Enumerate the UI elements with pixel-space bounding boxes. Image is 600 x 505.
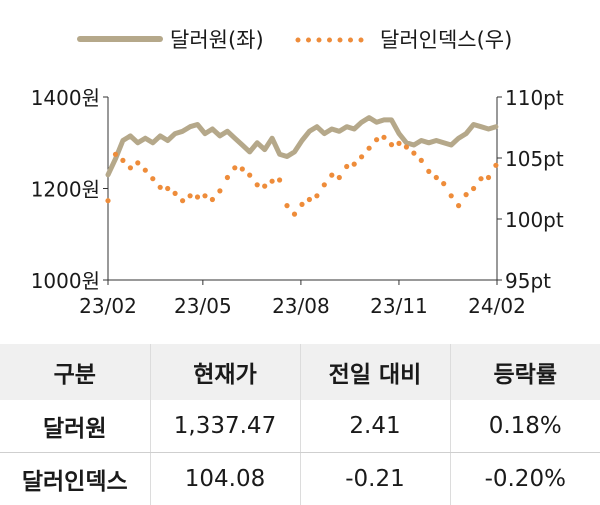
dxy-point [180,198,185,203]
dxy-point [247,173,252,178]
table-row: 달러인덱스 104.08 -0.21 -0.20% [0,453,600,505]
dxy-point [270,179,275,184]
dxy-point [486,175,491,180]
dxy-point [322,182,327,187]
dxy-point [143,168,148,173]
dxy-point [277,177,282,182]
dxy-point [449,193,454,198]
dxy-point [255,182,260,187]
right-tick-label: 110pt [505,86,564,110]
dxy-point [232,165,237,170]
left-tick-label: 1200원 [31,178,100,202]
legend-label-usdkrw: 달러원(좌) [170,28,264,52]
dxy-point [441,181,446,186]
right-tick-label: 105pt [505,147,564,171]
dxy-point [225,175,230,180]
right-tick-label: 95pt [505,269,551,293]
dxy-point [105,198,110,203]
dxy-point [419,158,424,163]
row-label: 달러인덱스 [0,453,150,505]
x-tick-label: 24/02 [468,294,526,318]
dxy-point [292,212,297,217]
left-tick-label: 1400원 [31,86,100,110]
legend-label-dxy: 달러인덱스(우) [380,28,512,52]
row-price: 1,337.47 [150,400,300,453]
dxy-point [337,175,342,180]
x-tick-label: 23/11 [370,294,428,318]
dxy-point [478,176,483,181]
x-axis-ticks: 23/02 23/05 23/08 23/11 24/02 [79,280,526,318]
header-rate: 등락률 [450,344,600,400]
row-change: 2.41 [300,400,450,453]
dxy-point [434,175,439,180]
x-tick-label: 23/08 [272,294,330,318]
header-change: 전일 대비 [300,344,450,400]
dxy-point [404,144,409,149]
dxy-point [396,141,401,146]
dxy-point [158,185,163,190]
right-tick-label: 100pt [505,208,564,232]
dxy-point [307,197,312,202]
dxy-point [426,169,431,174]
dxy-point [262,184,267,189]
dxy-point [113,152,118,157]
left-axis-ticks: 1400원 1200원 1000원 [31,86,108,293]
row-rate: -0.20% [450,453,600,505]
dxy-point [135,160,140,165]
dxy-point [374,137,379,142]
dxy-point [314,193,319,198]
table-header-row: 구분 현재가 전일 대비 등락률 [0,344,600,400]
header-price: 현재가 [150,344,300,400]
dxy-point [344,164,349,169]
dxy-point [367,146,372,151]
dxy-point [389,142,394,147]
dxy-point [210,197,215,202]
dxy-point [381,135,386,140]
header-category: 구분 [0,344,150,400]
dxy-point [240,166,245,171]
dxy-point [188,193,193,198]
dxy-point [217,188,222,193]
dxy-point [456,203,461,208]
dxy-point [493,163,498,168]
row-rate: 0.18% [450,400,600,453]
x-tick-label: 23/05 [174,294,232,318]
row-label: 달러원 [0,400,150,453]
dxy-point [128,165,133,170]
right-axis-ticks: 110pt 105pt 100pt 95pt [497,86,564,293]
dxy-point [165,186,170,191]
dxy-point [329,173,334,178]
dxy-point [411,151,416,156]
legend: 달러원(좌) 달러인덱스(우) [80,28,512,52]
dxy-point [471,186,476,191]
dxy-point [299,202,304,207]
dxy-point [173,191,178,196]
left-tick-label: 1000원 [31,269,100,293]
x-tick-label: 23/02 [79,294,137,318]
quote-table: 구분 현재가 전일 대비 등락률 달러원 1,337.47 2.41 0.18%… [0,344,600,505]
row-change: -0.21 [300,453,450,505]
dxy-point [202,193,207,198]
dxy-point [284,203,289,208]
dxy-point [359,154,364,159]
series-dxy [105,135,498,217]
exchange-rate-chart: 달러원(좌) 달러인덱스(우) 1400원 1200원 1000원 110pt 105… [0,0,600,340]
dxy-point [120,158,125,163]
dxy-point [150,176,155,181]
row-price: 104.08 [150,453,300,505]
dxy-point [352,162,357,167]
dxy-point [195,194,200,199]
series-usdkrw [108,118,496,175]
dxy-point [464,192,469,197]
usdkrw-line [108,118,496,175]
table-row: 달러원 1,337.47 2.41 0.18% [0,400,600,453]
